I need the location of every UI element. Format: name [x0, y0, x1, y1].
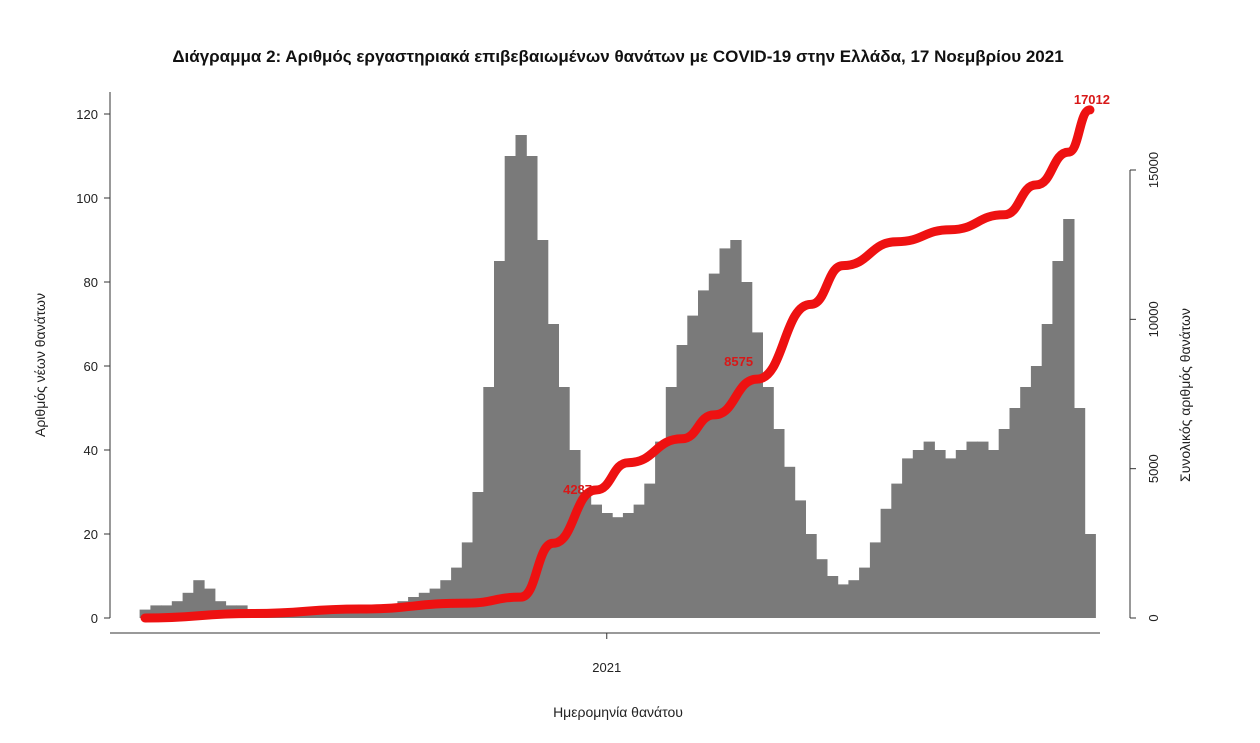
y2-axis-label: Συνολικός αριθμός θανάτων: [1177, 308, 1193, 482]
bar-week-5: [193, 580, 205, 618]
bar-week-40: [569, 450, 581, 618]
bar-week-65: [837, 584, 849, 618]
bar-week-62: [805, 534, 817, 618]
bar-week-68: [869, 542, 882, 618]
x-tick-label-2021: 2021: [592, 660, 621, 675]
bar-week-52: [698, 290, 710, 618]
bar-week-84: [1041, 324, 1053, 618]
bar-week-2: [161, 605, 173, 618]
x-axis-label: Ημερομηνία θανάτου: [553, 704, 683, 720]
bar-week-71: [902, 458, 914, 618]
bar-week-49: [665, 387, 678, 618]
bar-week-39: [558, 387, 570, 618]
bar-week-77: [966, 441, 978, 618]
bar-week-31: [472, 492, 484, 618]
annotation-8575: 8575: [724, 354, 753, 369]
bar-week-74: [934, 450, 946, 618]
y-tick-label-100: 100: [76, 191, 98, 206]
bar-week-79: [988, 450, 1000, 618]
bar-week-1: [150, 605, 162, 618]
x-axis-ticks: 2021: [592, 633, 621, 675]
bar-week-63: [816, 559, 828, 618]
bar-week-56: [741, 282, 753, 618]
y-axis-label: Αριθμός νέων θανάτων: [32, 293, 48, 437]
bar-week-30: [461, 542, 474, 618]
bar-week-47: [644, 483, 656, 618]
y2-tick-label-10000: 10000: [1146, 301, 1161, 337]
bar-week-55: [730, 240, 742, 618]
bar-week-4: [182, 592, 194, 618]
cumulative-deaths-line: [140, 105, 1095, 623]
right-axis-ticks: 0 5000 10000 15000: [1130, 152, 1161, 622]
y2-tick-label-15000: 15000: [1146, 152, 1161, 188]
bar-week-53: [708, 273, 721, 618]
annotations-group: 17012 4287 8575: [563, 92, 1110, 497]
annotation-4287: 4287: [563, 482, 592, 497]
y-tick-label-0: 0: [91, 611, 98, 626]
left-axis-ticks: 0 20 40 60 80 100 120: [76, 107, 110, 626]
bar-week-64: [826, 576, 839, 618]
bar-week-83: [1030, 366, 1043, 618]
bar-week-81: [1009, 408, 1021, 618]
bar-week-60: [783, 466, 796, 618]
bar-week-72: [912, 450, 925, 618]
bar-week-6: [204, 588, 216, 618]
y-tick-label-20: 20: [84, 527, 98, 542]
bar-week-46: [633, 504, 645, 618]
bar-week-50: [676, 345, 688, 618]
bar-week-51: [687, 315, 699, 618]
bar-week-80: [998, 429, 1010, 618]
bar-week-78: [977, 441, 989, 618]
bar-week-43: [601, 513, 613, 618]
bar-week-70: [891, 483, 903, 618]
bar-week-36: [526, 156, 538, 618]
bar-week-57: [751, 332, 763, 618]
bar-week-3: [171, 601, 184, 618]
bar-week-66: [848, 580, 860, 618]
bar-week-59: [773, 429, 785, 618]
y-tick-label-80: 80: [84, 275, 98, 290]
bar-week-86: [1063, 219, 1075, 618]
bar-week-37: [537, 240, 549, 618]
bar-week-76: [955, 450, 968, 618]
bar-week-69: [880, 508, 892, 618]
bar-week-45: [622, 513, 635, 618]
annotation-17012: 17012: [1074, 92, 1110, 107]
bar-week-73: [923, 441, 935, 618]
bar-week-33: [494, 261, 506, 618]
bar-week-32: [483, 387, 495, 618]
bars-group: [139, 135, 1096, 618]
bar-week-41: [579, 492, 592, 618]
bar-week-54: [719, 248, 731, 618]
bar-week-19: [343, 609, 355, 618]
y-tick-label-40: 40: [84, 443, 98, 458]
bar-week-7: [214, 601, 227, 618]
bar-week-48: [655, 441, 667, 618]
bar-week-87: [1073, 408, 1086, 618]
y-tick-label-60: 60: [84, 359, 98, 374]
bar-week-29: [451, 567, 463, 618]
bar-week-67: [859, 567, 871, 618]
bar-week-88: [1084, 534, 1096, 618]
chart-title: Διάγραμμα 2: Αριθμός εργαστηριακά επιβεβ…: [172, 47, 1063, 66]
y2-tick-label-0: 0: [1146, 614, 1161, 621]
bar-week-20: [354, 609, 366, 618]
bar-week-85: [1052, 261, 1064, 618]
bar-week-42: [590, 504, 602, 618]
bar-week-38: [547, 324, 559, 618]
bar-week-61: [794, 500, 806, 618]
bar-week-34: [504, 156, 516, 618]
bar-week-44: [612, 517, 624, 618]
y2-tick-label-5000: 5000: [1146, 454, 1161, 483]
bar-week-35: [515, 135, 527, 618]
y-tick-label-120: 120: [76, 107, 98, 122]
bar-week-75: [945, 458, 957, 618]
bar-week-58: [762, 387, 774, 618]
bar-week-82: [1020, 387, 1032, 618]
